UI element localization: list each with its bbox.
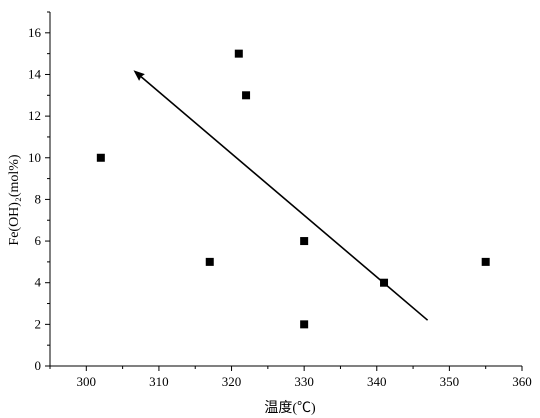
x-tick-label-360: 360 bbox=[512, 374, 532, 389]
data-point bbox=[96, 153, 105, 162]
data-point bbox=[300, 320, 309, 329]
y-tick-label-12: 12 bbox=[28, 108, 41, 123]
x-tick-label-340: 340 bbox=[367, 374, 387, 389]
data-point bbox=[205, 257, 214, 266]
data-point bbox=[234, 49, 243, 58]
y-tick-label-2: 2 bbox=[35, 316, 42, 331]
chart-ticks: 300 310 320 330 340 350 360 0 2 4 6 8 10 12 14 16 bbox=[28, 11, 532, 389]
x-tick-label-330: 330 bbox=[294, 374, 314, 389]
y-tick-label-4: 4 bbox=[35, 275, 42, 290]
chart-points bbox=[96, 49, 490, 329]
trend-arrow-line bbox=[140, 76, 429, 321]
x-axis-label: 温度(℃) bbox=[264, 400, 316, 416]
data-point bbox=[300, 237, 309, 246]
y-tick-label-14: 14 bbox=[28, 66, 42, 81]
chart-axes bbox=[49, 12, 522, 367]
y-tick-label-16: 16 bbox=[28, 25, 42, 40]
x-tick-label-320: 320 bbox=[222, 374, 242, 389]
y-axis-label: Fe(OH)₂(mol%) bbox=[7, 154, 22, 246]
x-tick-label-300: 300 bbox=[77, 374, 97, 389]
data-point bbox=[242, 91, 251, 100]
y-tick-label-8: 8 bbox=[35, 191, 42, 206]
y-tick-label-10: 10 bbox=[28, 150, 41, 165]
x-tick-label-310: 310 bbox=[149, 374, 169, 389]
x-tick-label-350: 350 bbox=[440, 374, 460, 389]
y-tick-label-6: 6 bbox=[35, 233, 42, 248]
data-point bbox=[481, 257, 490, 266]
y-tick-label-0: 0 bbox=[35, 358, 42, 373]
chart-annotations bbox=[133, 70, 429, 321]
trend-arrow-head bbox=[133, 70, 145, 81]
